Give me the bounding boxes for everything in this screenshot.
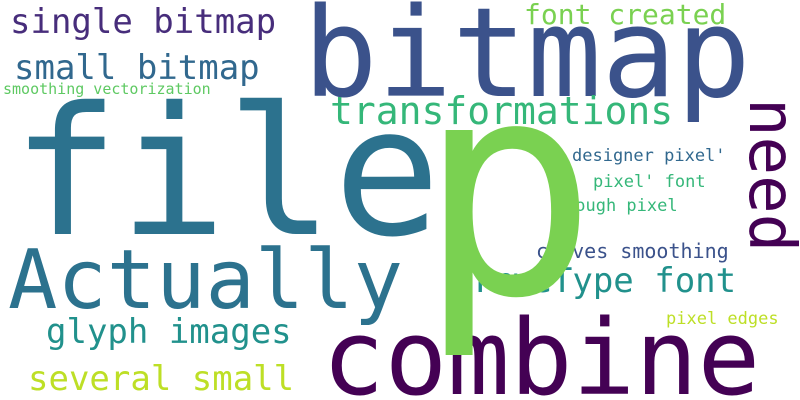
word-p: p [418, 17, 598, 364]
word-pixel-font: pixel' font [593, 172, 706, 192]
word-font-created: font created [524, 0, 727, 31]
word-file: file [12, 69, 441, 276]
word-designer-pixel: designer pixel' [572, 146, 726, 166]
word-several-small: several small [28, 359, 295, 399]
word-single-bitmap: single bitmap [10, 2, 277, 42]
word-truetype-font: TrueType font [470, 261, 737, 301]
word-need: need [734, 98, 800, 253]
word-bitmap: bitmap [303, 0, 751, 126]
word-smoothing-vectorization: smoothing vectorization [3, 80, 211, 98]
word-actually: Actually [8, 233, 403, 328]
word-glyph-images: glyph images [46, 312, 292, 352]
word-rough-pixel: rough pixel [565, 196, 678, 216]
word-curves-smoothing: curves smoothing [536, 239, 729, 263]
word-combine: combine [322, 297, 761, 400]
word-transformations: transformations [330, 89, 674, 133]
word-pixel-edges: pixel edges [666, 309, 779, 329]
word-small-bitmap: small bitmap [14, 48, 260, 88]
